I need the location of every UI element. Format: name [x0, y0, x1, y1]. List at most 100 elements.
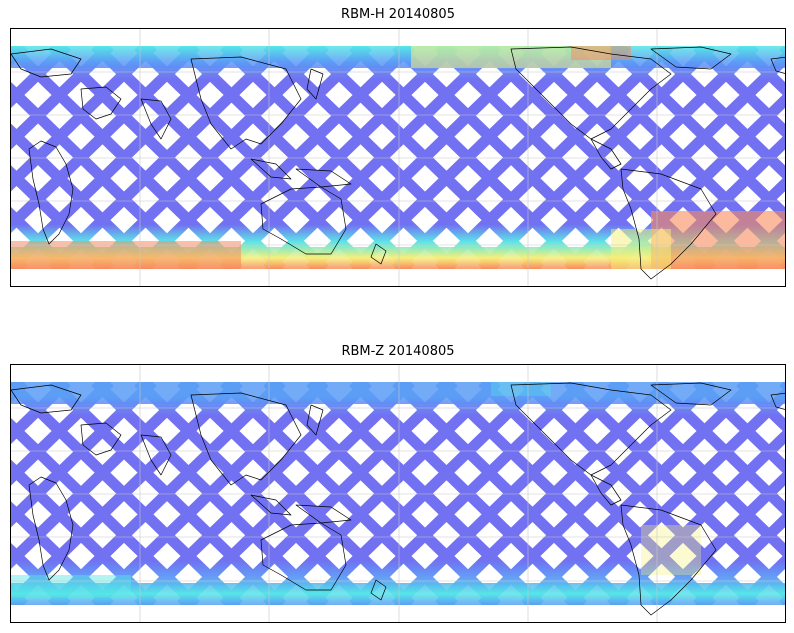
swath-ascending [564, 50, 785, 269]
hot-spot [651, 211, 785, 269]
coastline [250, 494, 292, 516]
swath-ascending [521, 382, 759, 605]
swath-ascending [650, 470, 785, 605]
coastline [510, 46, 672, 140]
coastlines [11, 46, 785, 280]
swath-ascending [177, 46, 415, 269]
coastline [250, 158, 292, 180]
swath-ascending [349, 46, 587, 269]
swath-ascending [134, 46, 372, 269]
orbit-swaths [11, 382, 785, 605]
coastline [80, 422, 122, 456]
coastline [295, 504, 352, 524]
coastline [295, 168, 352, 188]
swath-descending [736, 46, 785, 98]
swath-descending [11, 207, 71, 269]
swath-ascending [349, 382, 587, 605]
swath-ascending [478, 382, 716, 605]
swath-ascending [392, 46, 630, 269]
swath-descending [11, 543, 71, 605]
swath-ascending [220, 46, 458, 269]
coastline [306, 404, 324, 436]
coastline [28, 140, 74, 245]
swath-ascending [91, 382, 329, 605]
swath-descending [11, 501, 114, 605]
swath-map-rbm-h [11, 29, 785, 286]
north-polar-band [11, 46, 785, 68]
swath-ascending [435, 46, 673, 269]
coastline [28, 476, 74, 581]
swath-ascending [607, 428, 785, 605]
swath-ascending [521, 46, 759, 269]
coastline [370, 579, 387, 601]
hot-spots [11, 46, 785, 269]
swath-ascending [435, 382, 673, 605]
hot-spot [11, 241, 241, 269]
swath-ascending [11, 46, 200, 234]
coastline [306, 68, 324, 100]
swath-ascending [392, 382, 630, 605]
swath-ascending [306, 382, 544, 605]
coastline [370, 243, 387, 265]
coastline [650, 382, 732, 406]
swath-ascending [736, 553, 785, 605]
coastline [80, 86, 122, 120]
map-panel-rbm-z [10, 364, 786, 623]
coastline [620, 168, 717, 280]
swath-ascending [263, 382, 501, 605]
hot-spot [491, 382, 551, 396]
coastline [140, 434, 172, 476]
swath-descending [736, 382, 785, 434]
swath-ascending [11, 382, 114, 486]
coastline [140, 98, 172, 140]
south-polar-band [11, 583, 785, 605]
coastline [11, 48, 82, 78]
panel-bottom-title: RBM-Z 20140805 [341, 344, 455, 359]
hot-spot [571, 46, 631, 60]
north-polar-band [11, 382, 785, 404]
swath-ascending [263, 46, 501, 269]
swath-ascending [693, 512, 785, 605]
swath-ascending [11, 46, 71, 108]
swath-ascending [306, 46, 544, 269]
swath-descending [693, 46, 785, 139]
coastline [770, 392, 785, 410]
swath-ascending [11, 46, 114, 150]
gridlines [11, 365, 785, 622]
coastline [11, 384, 82, 414]
swath-ascending [48, 46, 286, 269]
swath-descending [693, 382, 785, 475]
swath-ascending [11, 382, 243, 605]
swath-ascending [11, 46, 157, 192]
hot-spot [641, 525, 701, 575]
swath-ascending [134, 382, 372, 605]
swath-ascending [564, 386, 785, 605]
coastline [190, 56, 302, 150]
coastline [260, 522, 347, 591]
coastline [650, 46, 732, 70]
hot-spots [11, 382, 701, 597]
swath-ascending [11, 382, 200, 570]
hot-spot [611, 229, 671, 269]
swath-ascending [91, 46, 329, 269]
swath-ascending [11, 46, 243, 269]
panel-top-title: RBM-H 20140805 [341, 7, 455, 22]
hot-spot [11, 575, 131, 597]
coastline [590, 138, 622, 170]
map-panel-rbm-h [10, 28, 786, 287]
coastline [620, 504, 717, 616]
swath-ascending [11, 382, 71, 444]
coastline [770, 56, 785, 74]
swath-ascending [177, 382, 415, 605]
swath-ascending [478, 46, 716, 269]
coastline [190, 392, 302, 486]
coastlines [11, 382, 785, 616]
gridlines [11, 29, 785, 286]
hot-spot [411, 46, 611, 68]
coastline [510, 382, 672, 476]
swath-ascending [220, 382, 458, 605]
swath-ascending [11, 382, 157, 528]
coastline [260, 186, 347, 255]
swath-map-rbm-z [11, 365, 785, 622]
swath-ascending [48, 382, 286, 605]
